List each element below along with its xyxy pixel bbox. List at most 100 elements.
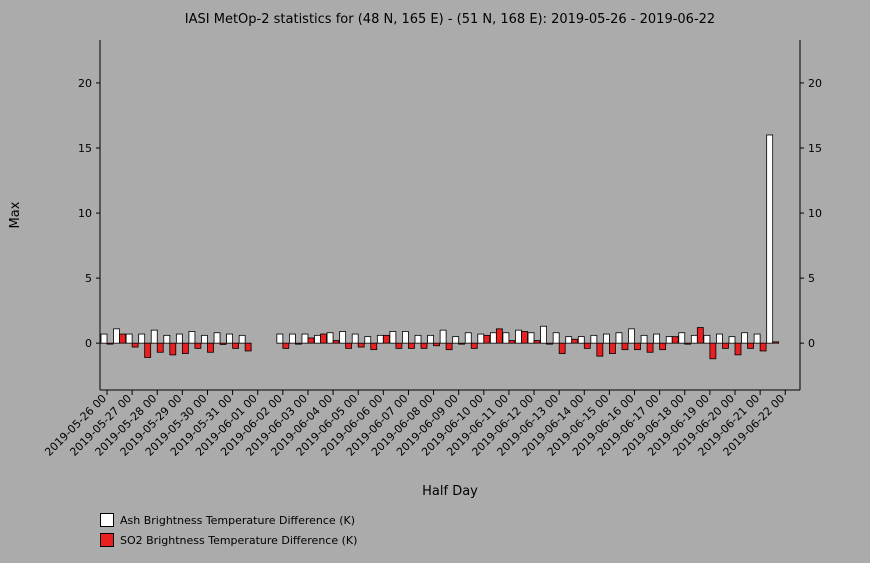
bar-ash <box>640 334 648 344</box>
bar-ash <box>489 332 497 344</box>
chart-title: IASI MetOp-2 statistics for (48 N, 165 E… <box>185 12 715 27</box>
bar-so2 <box>521 331 528 344</box>
bar-ash <box>138 333 146 344</box>
bar-ash <box>690 334 698 344</box>
bar-ash <box>276 333 284 344</box>
bar-ash <box>188 331 196 344</box>
bar-so2 <box>558 342 566 354</box>
bar-ash <box>452 336 460 344</box>
bar-so2 <box>759 342 767 352</box>
bar-so2 <box>357 342 365 348</box>
bar-ash <box>301 333 309 344</box>
bar-ash <box>464 332 472 344</box>
bar-so2 <box>244 342 252 352</box>
bar-so2 <box>433 342 440 347</box>
bar-ash <box>665 336 673 344</box>
bar-so2 <box>445 342 453 351</box>
bar-ash <box>113 328 120 344</box>
bar-so2 <box>609 342 616 354</box>
bar-so2 <box>772 341 780 344</box>
bar-ash <box>213 332 221 344</box>
y-tick-label-left: 15 <box>78 142 92 155</box>
y-tick-label-right: 0 <box>808 337 815 350</box>
bar-so2 <box>596 342 604 357</box>
bar-ash <box>439 329 447 344</box>
bar-so2 <box>382 334 390 344</box>
legend-item-so2: SO2 Brightness Temperature Difference (K… <box>100 533 357 547</box>
bar-so2 <box>332 340 340 344</box>
bar-ash <box>515 329 522 344</box>
y-tick-label-right: 5 <box>808 272 815 285</box>
bar-ash <box>389 331 397 344</box>
y-tick-label-right: 20 <box>808 77 822 90</box>
bar-ash <box>716 333 723 344</box>
bar-ash <box>728 336 736 344</box>
bar-ash <box>364 336 372 344</box>
bar-ash <box>703 334 711 344</box>
bar-so2 <box>470 342 478 349</box>
bar-ash <box>577 336 585 344</box>
legend-label-ash: Ash Brightness Temperature Difference (K… <box>120 513 355 527</box>
bar-so2 <box>307 337 315 344</box>
bar-so2 <box>458 342 466 345</box>
bar-so2 <box>621 342 629 351</box>
bar-so2 <box>294 342 302 345</box>
bar-so2 <box>495 328 503 344</box>
bar-ash <box>766 134 774 344</box>
bar-so2 <box>546 342 553 345</box>
y-tick-label-right: 15 <box>808 142 822 155</box>
bar-ash <box>615 332 623 344</box>
bar-so2 <box>408 342 415 349</box>
bar-so2 <box>696 327 704 344</box>
bar-ash <box>201 334 208 344</box>
y-tick-label-left: 5 <box>85 272 92 285</box>
bar-ash <box>150 329 158 344</box>
bar-ash <box>527 332 535 344</box>
bar-ash <box>552 332 560 344</box>
bar-ash <box>175 333 183 344</box>
bar-ash <box>326 332 334 344</box>
y-tick-label-left: 10 <box>78 207 92 220</box>
bar-so2 <box>156 342 164 353</box>
bar-so2 <box>634 342 641 351</box>
bar-so2 <box>646 342 654 353</box>
bar-so2 <box>571 338 579 344</box>
bar-so2 <box>370 342 378 351</box>
bar-so2 <box>320 333 327 344</box>
y-tick-label-right: 10 <box>808 207 822 220</box>
bar-ash <box>402 331 409 344</box>
x-axis-label: Half Day <box>422 484 478 499</box>
bar-so2 <box>483 334 491 344</box>
bar-ash <box>753 333 761 344</box>
bar-ash <box>339 331 347 344</box>
bar-so2 <box>722 342 729 349</box>
bar-so2 <box>508 340 516 344</box>
bar-so2 <box>194 342 202 349</box>
legend-swatch-ash <box>100 513 114 527</box>
bar-so2 <box>131 342 139 348</box>
bar-ash <box>653 333 661 344</box>
bar-so2 <box>659 342 667 351</box>
bar-so2 <box>169 342 177 356</box>
bar-ash <box>125 333 133 344</box>
bar-ash <box>603 333 610 344</box>
legend-item-ash: Ash Brightness Temperature Difference (K… <box>100 513 355 527</box>
bar-so2 <box>181 342 189 354</box>
bar-so2 <box>395 342 403 349</box>
legend-label-so2: SO2 Brightness Temperature Difference (K… <box>120 533 358 547</box>
bar-so2 <box>106 342 114 345</box>
y-tick-label-left: 20 <box>78 77 92 90</box>
bar-ash <box>376 334 384 344</box>
bar-ash <box>628 328 635 344</box>
legend-swatch-so2 <box>100 533 114 547</box>
bar-ash <box>100 333 108 344</box>
bar-ash <box>565 336 573 344</box>
bar-ash <box>427 334 434 344</box>
bar-so2 <box>583 342 591 349</box>
bar-so2 <box>734 342 742 356</box>
bar-ash <box>540 325 547 344</box>
y-tick-label-left: 0 <box>85 337 92 350</box>
bar-ash <box>678 332 686 344</box>
bar-so2 <box>232 342 240 349</box>
bar-so2 <box>533 340 541 344</box>
